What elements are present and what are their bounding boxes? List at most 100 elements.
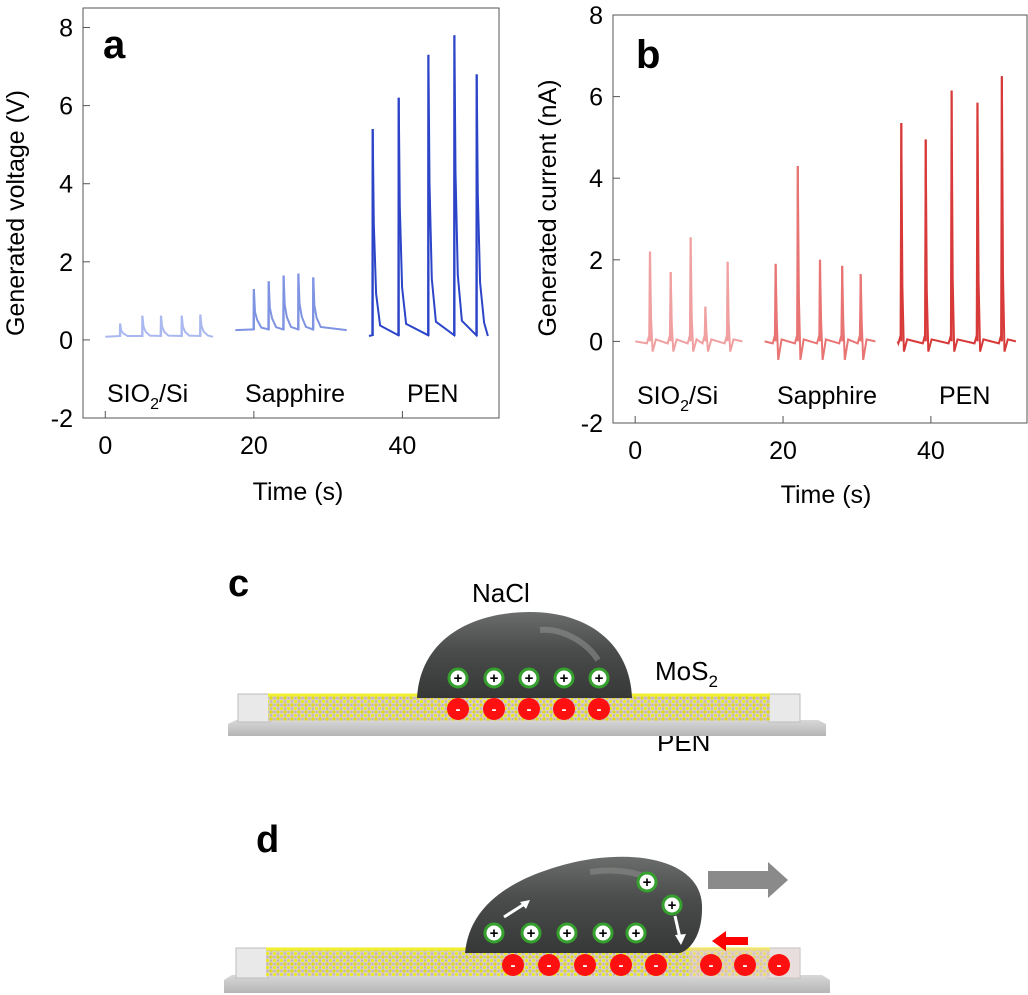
x-axis-label: Time (s) [781,481,872,509]
y-tick-label: 2 [589,247,603,275]
y-tick-label: 4 [589,165,603,193]
ion-ring [556,922,578,944]
positive-ion: + [553,667,575,689]
x-tick-label: 20 [240,432,268,460]
x-tick-label: 0 [628,437,642,465]
pen-substrate [224,975,830,993]
electrode-left [237,693,271,723]
plot-frame [82,7,500,419]
y-axis-label: Generated voltage (V) [2,90,30,336]
x-tick-label: 0 [98,432,112,460]
panel-d: d + + + + + + + - - - - - - - - [224,819,830,993]
negative-charges: ----- [447,698,610,720]
ion-ring [588,667,610,689]
positive-ion: + [518,667,540,689]
ion-motion-arrow [503,901,527,919]
negative-charge: - [538,954,560,976]
pen-substrate [228,720,826,736]
positive-ion: + [483,922,505,944]
charge-symbol: - [709,957,714,974]
charge-symbol: - [492,701,497,718]
ion-symbol: + [632,925,641,942]
positive-ion: + [447,667,469,689]
ion-ring [483,922,505,944]
positive-ion: + [483,667,505,689]
ion-symbol: + [490,925,499,942]
charge-symbol: - [547,957,552,974]
negative-charge: - [483,698,505,720]
charge-dot [645,954,667,976]
ion-symbol: + [668,897,677,914]
ion-symbol: + [454,670,463,687]
positive-ions: + + + + + + + [483,871,683,944]
panel-label-a: a [103,23,126,67]
charge-dot [447,698,469,720]
charge-symbol: - [777,957,782,974]
charge-dot [518,698,540,720]
ion-ring [625,922,647,944]
negative-charge: - [574,954,596,976]
charge-dot [502,954,524,976]
charge-symbol: - [583,957,588,974]
ion-ring [661,894,683,916]
ion-symbol: + [490,670,499,687]
negative-charge: - [553,698,575,720]
panel-label-c: c [228,563,249,605]
ion-symbol: + [560,670,569,687]
ion-ring [520,922,542,944]
ion-symbol: + [599,925,608,942]
legend-pen: PEN [407,380,458,408]
panel-c: c NaCl MoS2 PEN + + + + + ----- [228,563,826,757]
negative-charge: - [447,698,469,720]
negative-charge: - [518,698,540,720]
ion-ring [553,667,575,689]
charge-dot [700,954,722,976]
negative-charges: -------- [502,954,790,976]
positive-ion: + [636,871,658,893]
ion-motion-arrow [673,915,682,939]
negative-charge: - [588,698,610,720]
axis-ticks: -2 0 2 4 6 8 0 20 40 [581,2,945,465]
electrode-left [235,947,269,979]
charge-dot [610,954,632,976]
panel-a: -2 0 2 4 6 8 0 20 40 a Generated voltage (V) Tim… [2,7,500,506]
y-axis-label: Generated current (nA) [534,79,562,336]
y-tick-label: 8 [59,15,73,43]
ion-ring [518,667,540,689]
negative-charge: - [768,954,790,976]
droplet-motion-arrow [708,862,788,898]
electron-flow-arrow [712,931,748,951]
mos2-label: MoS2 [655,656,718,691]
droplet-highlight [539,626,601,662]
charge-symbol: - [654,957,659,974]
charge-dot [574,954,596,976]
charge-dot [734,954,756,976]
x-axis-label: Time (s) [253,478,344,506]
trace-sapphire [235,273,347,332]
legend-sio2: SIO2/Si [637,382,718,415]
plot-frame [612,14,1028,424]
y-tick-label: -2 [51,405,73,433]
ion-ring [636,871,658,893]
charge-dot [538,954,560,976]
charge-dot [553,698,575,720]
legend-sapphire: Sapphire [245,380,345,408]
y-tick-label: 6 [59,93,73,121]
negative-charge: - [502,954,524,976]
y-tick-label: 8 [589,2,603,30]
positive-ion: + [592,922,614,944]
charge-symbol: - [597,701,602,718]
charge-symbol: - [743,957,748,974]
ion-symbol: + [563,925,572,942]
electrode-right [767,693,801,723]
axis-ticks: -2 0 2 4 6 8 0 20 40 [51,15,417,460]
charge-dot [768,954,790,976]
trace-sio2si [105,314,214,338]
ion-motion-arrowhead [675,934,686,945]
ion-symbol: + [595,670,604,687]
ion-ring [592,922,614,944]
charge-symbol: - [562,701,567,718]
y-tick-label: -2 [581,410,603,438]
charge-dot [483,698,505,720]
